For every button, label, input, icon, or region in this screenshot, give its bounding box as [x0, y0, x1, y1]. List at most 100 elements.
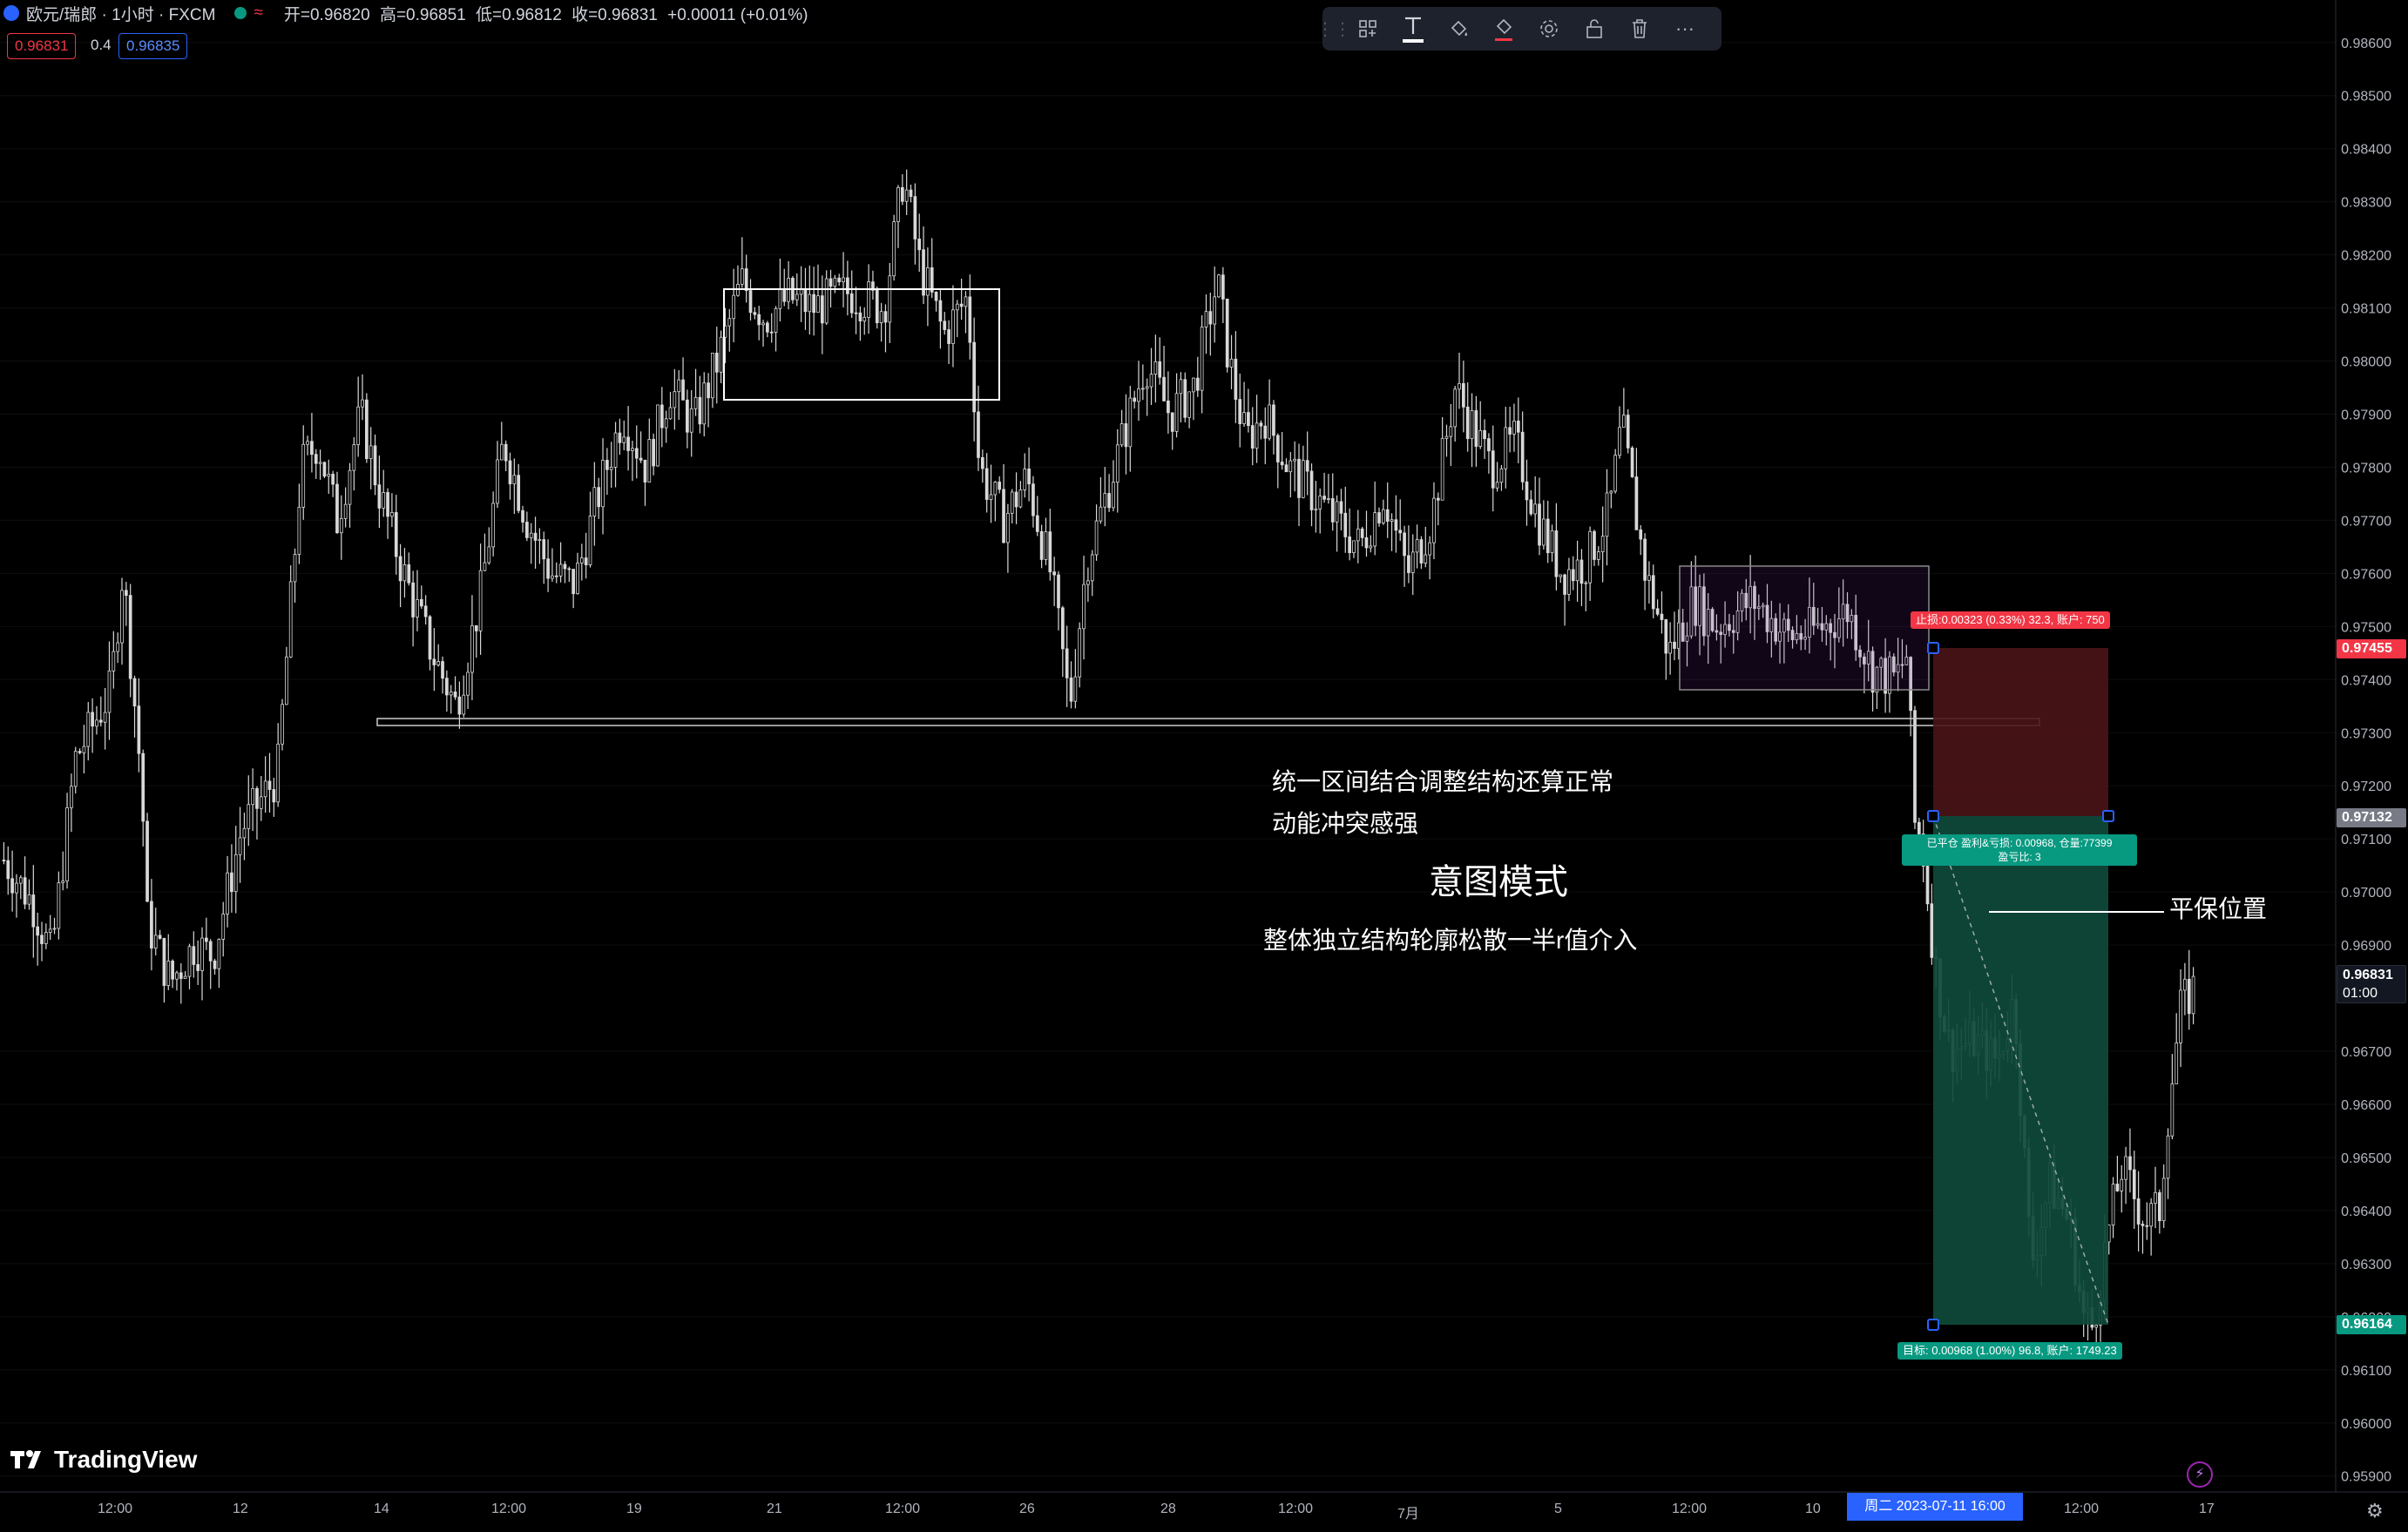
candle-body: [2136, 1198, 2141, 1225]
candle-body: [744, 268, 748, 291]
candle-body: [659, 404, 664, 429]
settings-icon[interactable]: [1526, 7, 1572, 51]
price-tick-label: 0.97400: [2341, 673, 2391, 688]
candle-body: [259, 796, 263, 809]
candle-body: [78, 751, 82, 753]
candle-body: [1529, 499, 1533, 515]
candle-body: [1465, 406, 1470, 440]
candle-body: [643, 459, 647, 483]
candle-body: [1508, 427, 1512, 435]
stop-loss-label[interactable]: 止损:0.00323 (0.33%) 32.3, 账户: 750: [1911, 611, 2110, 629]
candle-body: [930, 267, 934, 293]
candle-body: [664, 418, 668, 429]
line-color-icon[interactable]: [1481, 7, 1526, 51]
candle-body: [998, 482, 1002, 490]
drag-handle-icon[interactable]: ⋮⋮: [1316, 19, 1351, 39]
candle-body: [1904, 657, 1909, 665]
candle-body: [588, 516, 592, 565]
candle-body: [1575, 559, 1579, 582]
stop-price-tag: 0.97455: [2337, 639, 2406, 658]
candle-body: [533, 532, 538, 541]
candle-body: [2166, 1135, 2170, 1179]
group-icon[interactable]: [1345, 7, 1390, 51]
candle-body: [263, 780, 267, 798]
candle-body: [314, 454, 318, 464]
candle-body: [883, 311, 888, 323]
time-tick-label: 10: [1805, 1502, 1821, 1516]
text-icon[interactable]: [1390, 7, 1436, 51]
candle-body: [1685, 635, 1689, 642]
candle-body: [196, 964, 200, 971]
candle-body: [441, 661, 444, 679]
candle-body: [1023, 469, 1027, 490]
candle-body: [1086, 580, 1090, 585]
delete-icon[interactable]: [1617, 7, 1662, 51]
settings-gear-icon[interactable]: ⚙: [2366, 1500, 2384, 1522]
candle-body: [1018, 489, 1023, 508]
candle-body: [1673, 641, 1676, 649]
candle-body: [2111, 1184, 2115, 1226]
annotation-line-1[interactable]: 统一区间结合调整结构还算正常: [1272, 768, 1614, 795]
candle-body: [267, 780, 272, 790]
range-box-right[interactable]: [1679, 565, 1930, 691]
candle-body: [474, 624, 478, 631]
stop-zone[interactable]: [1933, 648, 2108, 816]
candle-body: [1875, 666, 1879, 693]
candle-body: [331, 474, 335, 485]
candle-body: [820, 295, 824, 324]
lightning-icon[interactable]: ⚡: [2187, 1461, 2213, 1488]
annotation-line-3[interactable]: 整体独立结构轮廓松散一半r值介入: [1263, 927, 1638, 954]
target-label[interactable]: 目标: 0.00968 (1.00%) 96.8, 账户: 1749.23: [1897, 1342, 2122, 1360]
position-dashed-path: [1932, 815, 2109, 1326]
candle-body: [1896, 664, 1900, 673]
breakeven-annotation[interactable]: 平保位置: [2169, 895, 2268, 922]
candle-body: [10, 878, 14, 894]
candle-body: [1525, 481, 1529, 501]
position-handle[interactable]: [1927, 1319, 1939, 1331]
candle-body: [322, 462, 327, 477]
candle-body: [162, 938, 166, 986]
time-axis[interactable]: 12:00 12 14 12:00 19 21 12:00 26 28 12:00 7月 5 12:00…: [0, 1493, 2336, 1532]
candle-body: [1462, 382, 1465, 408]
price-tick-label: 0.96300: [2341, 1258, 2391, 1272]
candle-body: [913, 196, 917, 240]
candle-body: [1314, 508, 1318, 510]
candle-body: [989, 494, 993, 500]
candle-body: [1596, 551, 1600, 560]
price-tick-label: 0.97000: [2341, 886, 2391, 901]
candle-body: [2175, 1043, 2179, 1084]
time-tick-label: 21: [767, 1502, 782, 1516]
candle-body: [496, 459, 499, 504]
lock-icon[interactable]: [1572, 7, 1617, 51]
candle-body: [592, 487, 597, 517]
candle-body: [2094, 1325, 2099, 1328]
candle-body: [1179, 379, 1183, 395]
tradingview-logo[interactable]: TradingView: [10, 1446, 197, 1474]
position-handle[interactable]: [1927, 642, 1939, 654]
candle-body: [348, 469, 352, 505]
sell-price-button[interactable]: 0.96831: [7, 33, 77, 59]
candle-body: [1765, 604, 1769, 632]
closed-position-label[interactable]: 已平仓 盈利&亏损: 0.00968, 仓量:77399 盈亏比: 3: [1902, 834, 2137, 866]
annotation-line-2[interactable]: 动能冲突感强: [1272, 810, 1419, 837]
range-box-top[interactable]: [723, 288, 1000, 401]
candle-body: [453, 692, 457, 698]
more-icon[interactable]: ···: [1675, 17, 1694, 39]
candle-body: [208, 941, 213, 962]
candle-body: [1247, 412, 1250, 427]
candle-body: [1250, 425, 1255, 449]
candle-body: [1167, 400, 1170, 414]
candle-body: [888, 275, 892, 323]
candle-body: [719, 336, 723, 373]
candle-body: [879, 311, 883, 323]
candle-body: [483, 562, 487, 571]
position-handle[interactable]: [1927, 810, 1939, 822]
candle-body: [1584, 582, 1588, 584]
symbol-title[interactable]: 欧元/瑞郎 · 1小时 · FXCM: [26, 5, 216, 24]
buy-price-button[interactable]: 0.96835: [118, 33, 188, 59]
annotation-title[interactable]: 意图模式: [1429, 863, 1568, 901]
candle-body: [1723, 624, 1727, 635]
position-handle[interactable]: [2102, 810, 2114, 822]
fill-icon[interactable]: [1436, 7, 1481, 51]
